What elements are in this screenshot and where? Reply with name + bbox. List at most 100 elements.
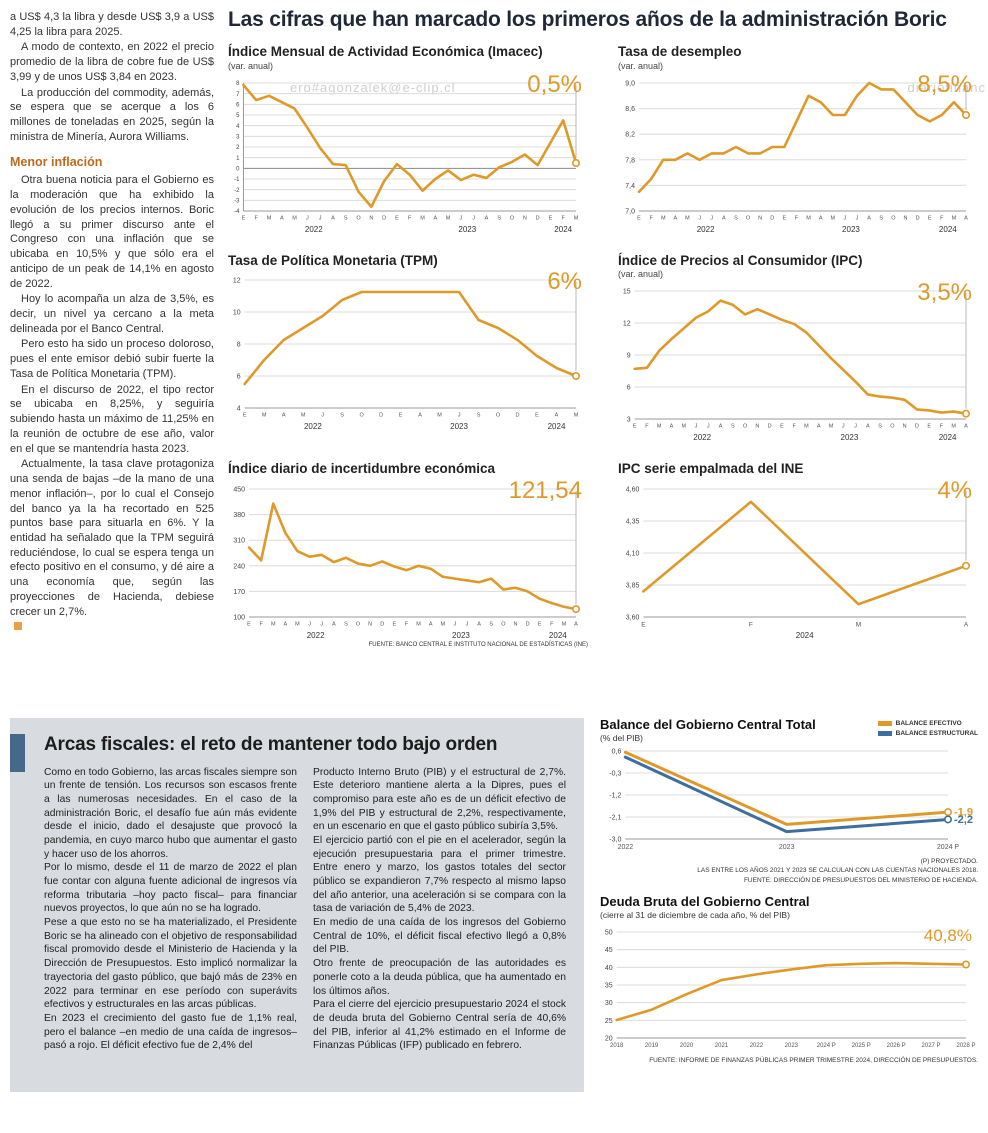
svg-text:5: 5 [236,113,240,119]
svg-text:M: M [562,621,567,627]
svg-text:12: 12 [623,320,631,327]
svg-text:O: O [510,215,515,221]
svg-text:A: A [433,215,437,221]
chart-grid: Índice Mensual de Actividad Económica (I… [228,44,978,648]
svg-text:3,60: 3,60 [626,614,640,621]
svg-text:8,6: 8,6 [625,106,635,113]
svg-text:10: 10 [233,309,241,316]
svg-text:F: F [562,215,566,221]
paragraph: El ejercicio partió con el pie en el ace… [313,834,566,915]
svg-text:M: M [574,215,579,221]
svg-text:-1,2: -1,2 [609,792,621,799]
svg-text:A: A [866,424,870,430]
svg-text:J: J [320,621,323,627]
deuda-line-chart: 50 45 40 35 30 25 20 2018 2019 2020 2021 2022 2023 20… [600,924,978,1054]
svg-text:N: N [369,215,373,221]
legend-swatch-estructural [877,730,892,736]
svg-text:A: A [674,215,678,221]
svg-text:2022: 2022 [307,631,325,640]
chart-subtitle: (cierre al 31 de diciembre de cada año, … [600,910,790,921]
chart-card-imacec: Índice Mensual de Actividad Económica (I… [228,44,588,235]
paragraph: Como en todo Gobierno, las arcas fiscale… [44,766,297,860]
deuda-footnote: FUENTE: INFORME DE FINANZAS PÚBLICAS PRI… [649,1057,978,1065]
article-intro-paragraphs: a US$ 4,3 la libra y desde US$ 3,9 a US$… [10,10,214,145]
svg-text:D: D [382,215,386,221]
svg-text:6: 6 [627,384,631,391]
svg-text:M: M [301,413,306,419]
svg-text:A: A [332,621,336,627]
svg-text:A: A [282,413,286,419]
svg-text:A: A [284,621,288,627]
svg-text:A: A [429,621,433,627]
fiscal-article-box: Arcas fiscales: el reto de mantener todo… [10,717,584,1092]
svg-text:D: D [526,621,530,627]
svg-text:D: D [379,413,383,419]
svg-text:A: A [485,215,489,221]
chart-card-incertidumbre: Índice diario de incertidumbre económica… [228,461,588,648]
svg-text:8: 8 [236,81,240,87]
svg-text:-3: -3 [234,198,240,204]
svg-text:2024 P: 2024 P [937,844,960,851]
svg-text:M: M [856,621,861,628]
svg-text:M: M [806,215,811,221]
svg-text:J: J [842,424,845,430]
svg-text:J: J [695,424,698,430]
svg-text:A: A [477,621,481,627]
svg-text:E: E [242,215,246,221]
legend-item-estructural: BALANCE ESTRUCTURAL [877,730,978,737]
svg-text:-4: -4 [234,209,240,215]
svg-text:A: A [280,215,284,221]
svg-text:J: J [472,215,475,221]
svg-text:-2,1: -2,1 [609,814,621,821]
svg-text:J: J [854,424,857,430]
paragraph: Actualmente, la tasa clave protagoniza u… [10,458,214,618]
svg-text:M: M [951,424,956,430]
ipc-ine-line-chart: 4,60 4,35 4,10 3,85 3,60 E F M A 2024 [618,481,978,641]
svg-text:J: J [844,215,847,221]
paragraph: La producción del commodity, además, se … [10,86,214,143]
paragraph: Pero esto ha sido un proceso doloroso, p… [10,338,214,380]
latest-value-label: 121,54 [508,476,582,504]
paragraph: Para el cierre del ejercicio presupuesta… [313,999,566,1052]
title-accent-bar [10,733,25,772]
svg-text:M: M [440,621,445,627]
chart-title: Balance del Gobierno Central Total [600,716,816,732]
svg-text:2024: 2024 [939,225,957,234]
svg-text:O: O [890,424,895,430]
svg-text:2022: 2022 [304,422,322,431]
svg-text:F: F [259,621,263,627]
svg-text:D: D [770,215,774,221]
svg-text:J: J [698,215,701,221]
chart-card-tpm: Tasa de Política Monetaria (TPM) 6% 12 10… [228,253,588,444]
svg-text:S: S [340,413,344,419]
svg-text:2023: 2023 [785,1043,799,1049]
legend-swatch-efectivo [877,720,892,726]
svg-text:M: M [952,215,957,221]
article-left-column: a US$ 4,3 la libra y desde US$ 3,9 a US$… [10,6,214,648]
svg-text:E: E [549,215,553,221]
svg-text:E: E [637,215,641,221]
svg-text:2024: 2024 [939,433,957,442]
svg-text:-2,2: -2,2 [954,814,973,826]
chart-subtitle: (var. anual) [618,269,664,280]
svg-text:7,8: 7,8 [625,157,635,164]
svg-text:N: N [513,621,517,627]
paragraph: En medio de una caída de los ingresos de… [313,917,566,956]
svg-text:A: A [819,215,823,221]
svg-text:J: J [454,621,457,627]
svg-text:-2: -2 [234,187,240,193]
footnote: FUENTE: DIRECCIÓN DE PRESUPUESTOS DEL MI… [743,876,978,884]
svg-text:J: J [308,621,311,627]
svg-text:2023: 2023 [450,422,468,431]
svg-text:D: D [768,424,772,430]
svg-text:A: A [722,215,726,221]
chart-subtitle: (var. anual) [228,60,274,71]
paragraph: Pese a que esto no se ha materializado, … [44,917,297,1011]
svg-text:D: D [915,424,919,430]
svg-text:N: N [368,621,372,627]
svg-text:20: 20 [605,1036,613,1043]
svg-text:M: M [685,215,690,221]
svg-text:-1: -1 [234,177,240,183]
footnote: (P) PROYECTADO. [920,857,978,865]
svg-text:M: M [437,413,442,419]
